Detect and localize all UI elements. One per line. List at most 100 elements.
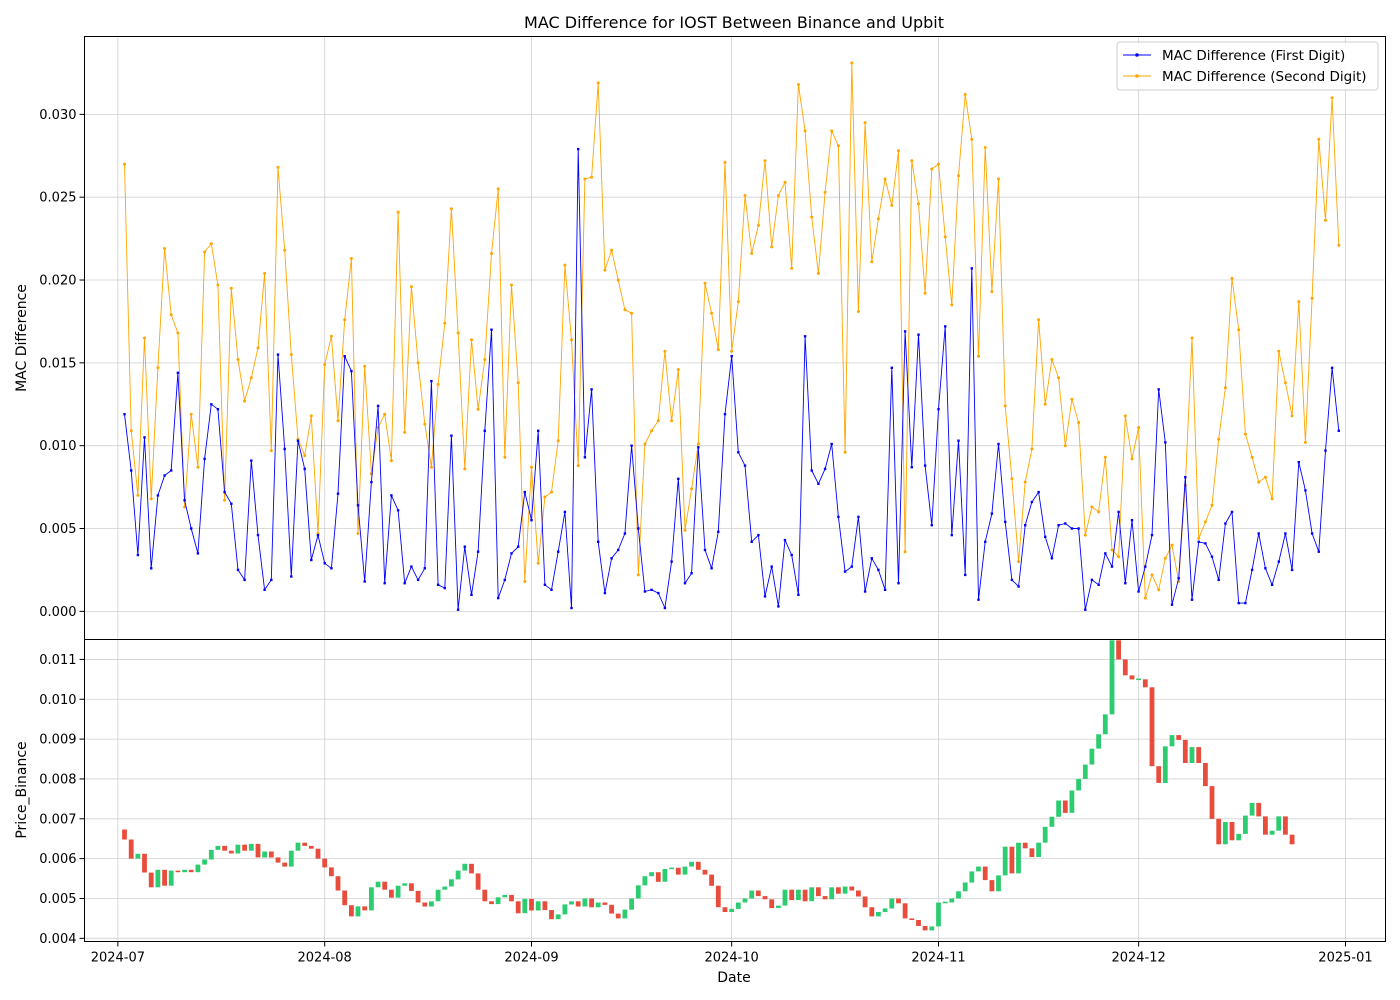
second-digit-marker: [803, 129, 807, 133]
second-digit-marker: [1110, 548, 1114, 552]
first-digit-marker: [276, 353, 280, 356]
candle: [735, 902, 741, 909]
second-digit-marker: [436, 382, 440, 386]
first-digit-marker: [1097, 583, 1100, 586]
second-digit-marker: [1257, 480, 1261, 484]
candle: [349, 905, 354, 917]
first-digit-marker: [1084, 608, 1087, 611]
second-digit-marker: [930, 167, 934, 171]
second-digit-marker: [770, 245, 774, 249]
first-digit-marker: [1037, 490, 1040, 494]
bottom-y-axis: 0.004 0.005 0.006 0.007 0.008 0.009 0.010 0.011: [39, 653, 85, 947]
top-y-axis-label: MAC Difference: [14, 284, 30, 392]
candle: [555, 914, 561, 920]
candle: [582, 898, 588, 907]
second-digit-marker: [1310, 296, 1314, 300]
first-digit-marker: [923, 464, 927, 467]
first-digit-marker: [303, 467, 306, 471]
second-digit-marker: [236, 358, 240, 361]
second-digit-marker: [830, 129, 834, 133]
top-series-layer: [123, 61, 1341, 611]
first-digit-marker: [150, 567, 153, 570]
candle: [689, 861, 694, 867]
candle: [429, 901, 434, 907]
first-digit-marker: [1090, 578, 1094, 582]
first-digit-marker: [537, 429, 540, 432]
second-digit-marker: [1217, 437, 1221, 441]
second-digit-marker: [1270, 497, 1274, 501]
candle: [449, 879, 454, 887]
candle: [762, 896, 768, 900]
candle: [669, 867, 674, 870]
second-digit-marker: [556, 439, 560, 443]
second-digit-marker: [676, 368, 680, 371]
x-tick-label: 2024-09: [504, 951, 558, 966]
first-digit-marker: [950, 533, 953, 537]
second-digit-marker: [449, 207, 453, 211]
candle: [535, 901, 541, 911]
first-digit-marker: [1137, 590, 1140, 593]
second-digit-marker: [456, 331, 460, 335]
second-digit-marker: [309, 414, 313, 418]
second-digit-marker: [356, 532, 360, 535]
first-digit-marker: [483, 429, 486, 432]
first-digit-marker: [243, 578, 246, 582]
first-digit-marker: [1224, 522, 1227, 525]
second-digit-marker: [810, 215, 814, 219]
second-digit-marker: [429, 465, 433, 469]
candle: [589, 898, 594, 908]
candle: [1049, 816, 1055, 827]
first-digit-marker: [543, 583, 547, 586]
top-gridlines: [84, 36, 1386, 640]
candle: [809, 887, 815, 902]
second-digit-marker: [143, 336, 146, 340]
first-digit-marker: [1284, 532, 1287, 535]
second-digit-marker: [470, 338, 473, 342]
bottom-y-tick-label: 0.005: [39, 892, 76, 907]
first-digit-marker: [323, 562, 326, 565]
candle: [242, 844, 247, 851]
second-digit-marker: [610, 248, 614, 252]
second-digit-marker: [283, 248, 287, 252]
first-digit-marker: [970, 267, 973, 270]
second-digit-marker: [710, 311, 714, 315]
second-digit-marker: [917, 202, 920, 206]
candle: [182, 869, 187, 873]
second-digit-marker: [1170, 543, 1174, 547]
candle: [816, 887, 821, 897]
legend-label-first-digit: MAC Difference (First Digit): [1162, 48, 1345, 64]
second-digit-marker: [1277, 349, 1281, 353]
second-digit-marker: [983, 146, 987, 149]
candle: [1216, 818, 1222, 845]
first-digit-marker: [1270, 583, 1274, 586]
second-digit-marker: [1137, 426, 1141, 429]
second-digit-marker: [603, 268, 607, 272]
second-digit-marker: [836, 144, 840, 148]
legend-marker-first-digit: [1135, 53, 1139, 57]
candle: [395, 885, 401, 898]
first-digit-marker: [837, 515, 840, 519]
first-digit-marker: [683, 582, 687, 585]
candle: [262, 851, 267, 858]
top-y-tick-label: 0.030: [39, 108, 76, 123]
first-digit-marker: [1130, 519, 1134, 522]
second-digit-marker: [997, 177, 1000, 181]
first-digit-marker: [223, 490, 226, 494]
candle: [829, 887, 835, 900]
second-digit-marker: [790, 266, 794, 270]
second-digit-marker: [483, 358, 487, 361]
candle: [469, 863, 474, 874]
first-digit-marker: [1324, 449, 1327, 452]
candle: [1243, 815, 1248, 834]
second-digit-marker: [1157, 588, 1161, 592]
second-digit-marker: [209, 242, 213, 246]
bottom-y-tick-label: 0.008: [39, 772, 76, 787]
first-digit-marker: [563, 510, 567, 514]
candle: [522, 898, 528, 914]
first-digit-marker: [183, 499, 186, 502]
second-digit-marker: [149, 497, 153, 501]
candle: [1162, 746, 1168, 783]
second-digit-marker: [910, 159, 914, 163]
candle: [902, 903, 908, 919]
legend-label-second-digit: MAC Difference (Second Digit): [1162, 69, 1367, 85]
